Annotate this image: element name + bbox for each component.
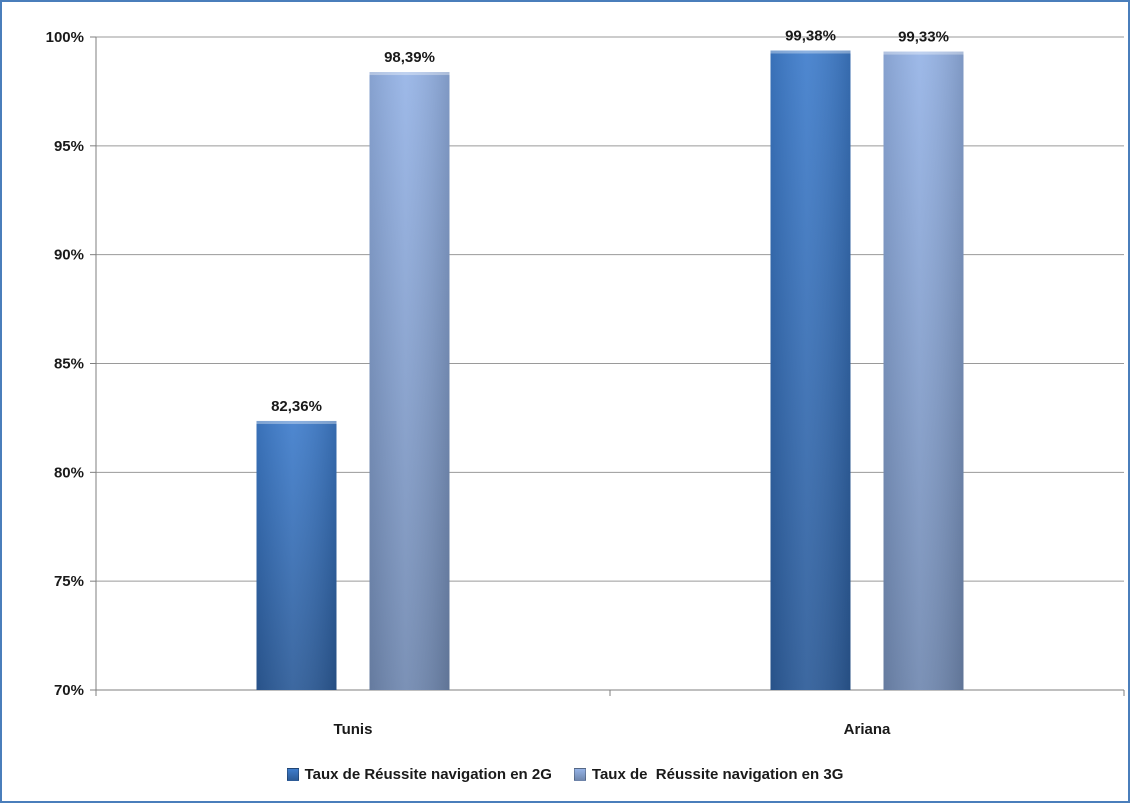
y-tick-label: 90% [54,247,84,264]
data-label: 99,33% [898,29,949,46]
bar-highlight [883,51,964,55]
y-tick-label: 80% [54,464,84,481]
data-label: 99,38% [785,27,836,44]
legend-item-2g: Taux de Réussite navigation en 2G [286,766,552,783]
y-tick-label: 70% [54,682,84,699]
legend-swatch-3g [573,768,586,781]
legend-label-3g: Taux de Réussite navigation en 3G [591,766,844,783]
data-label: 98,39% [384,49,435,66]
bars [256,50,964,691]
y-tick-label: 95% [54,138,84,155]
gridlines [96,36,1124,582]
category-label: Ariana [844,721,891,738]
bar-shading [256,420,337,690]
y-tick-label: 75% [54,573,84,590]
data-label: 82,36% [271,398,322,415]
legend-item-3g: Taux de Réussite navigation en 3G [573,766,844,783]
axes [90,36,1125,696]
y-tick-label: 100% [46,29,84,46]
y-tick-label: 85% [54,356,84,373]
bar-highlight [770,50,851,54]
bar-shading [770,50,851,690]
bar-highlight [256,420,337,424]
legend-swatch-2g [286,768,299,781]
bar-shading [883,51,964,690]
category-label: Tunis [334,721,373,738]
bar-highlight [369,72,450,76]
legend: Taux de Réussite navigation en 2G Taux d… [0,766,1130,783]
bar-chart: 70% 75% 80% 85% 90% 95% 100% 82,36% 98,39% Tunis 9… [46,27,1125,738]
legend-label-2g: Taux de Réussite navigation en 2G [304,766,552,783]
labels: 70% 75% 80% 85% 90% 95% 100% 82,36% 98,39% Tunis 9… [46,27,949,738]
bar-shading [369,72,450,691]
